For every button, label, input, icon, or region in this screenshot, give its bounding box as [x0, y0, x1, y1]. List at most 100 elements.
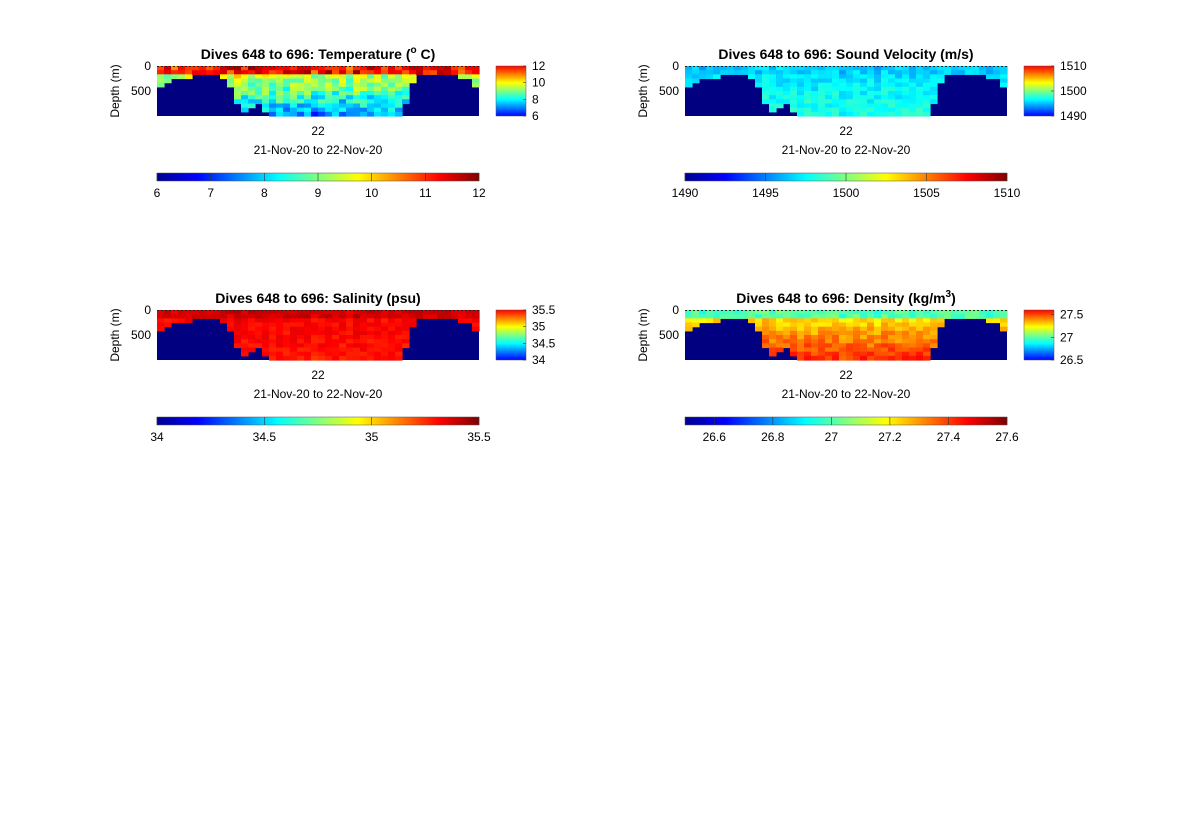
- heatmap-cell: [832, 314, 840, 319]
- heatmap-cell: [381, 107, 389, 113]
- heatmap-cell: [923, 74, 931, 80]
- heatmap-cell: [783, 310, 791, 315]
- heatmap-cell: [923, 103, 931, 109]
- heatmap-cell: [867, 91, 875, 96]
- heatmap-cell: [423, 66, 431, 71]
- heatmap-cell: [846, 335, 854, 340]
- heatmap-cell: [367, 355, 375, 361]
- heatmap-cell: [290, 66, 298, 71]
- heatmap-cell: [318, 314, 326, 319]
- heatmap-cell: [430, 70, 438, 75]
- heatmap-cell: [951, 66, 959, 71]
- heatmap-cell: [402, 74, 410, 80]
- heatmap-cell: [276, 318, 284, 324]
- heatmap-cell: [846, 347, 854, 353]
- heatmap-cell: [304, 103, 312, 109]
- heatmap-cell: [867, 343, 875, 349]
- heatmap-cell: [157, 310, 165, 315]
- heatmap-cell: [311, 99, 319, 105]
- heatmap-cell: [895, 70, 903, 75]
- heatmap-cell: [374, 103, 382, 109]
- heatmap-cell: [867, 355, 875, 361]
- heatmap-cell: [388, 91, 396, 96]
- heatmap-cell: [832, 99, 840, 105]
- heatmap-cell: [402, 335, 410, 340]
- heatmap-cell: [346, 107, 354, 113]
- heatmap-cell: [797, 310, 805, 315]
- heatmap-cell: [402, 91, 410, 96]
- heatmap-cell: [769, 103, 777, 109]
- heatmap-cell: [769, 330, 777, 336]
- heatmap-cell: [395, 78, 403, 84]
- heatmap-cell: [318, 335, 326, 340]
- heatmap-cell: [465, 314, 473, 319]
- side-colorbar: [495, 65, 527, 117]
- heatmap-cell: [818, 111, 826, 117]
- heatmap-cell: [797, 339, 805, 344]
- heatmap-cell: [227, 322, 235, 328]
- heatmap-cell: [902, 343, 910, 349]
- heatmap-cell: [818, 339, 826, 344]
- side-colorbar-label: 1500: [1060, 84, 1087, 98]
- heatmap-cell: [790, 78, 798, 84]
- heatmap-cell: [304, 355, 312, 361]
- heatmap-cell: [860, 318, 868, 324]
- heatmap-cell: [776, 91, 784, 96]
- heatmap-cell: [220, 310, 228, 315]
- heatmap-cell: [381, 103, 389, 109]
- y-tick-label: 500: [131, 84, 151, 98]
- heatmap-cell: [902, 318, 910, 324]
- heatmap-cell: [811, 111, 819, 117]
- heatmap-cell: [846, 70, 854, 75]
- heatmap-cell: [951, 70, 959, 75]
- heatmap-cell: [234, 335, 242, 340]
- heatmap-cell: [171, 74, 179, 80]
- heatmap-cell: [283, 339, 291, 344]
- heatmap-cell: [832, 70, 840, 75]
- heatmap-cell: [241, 86, 249, 92]
- heatmap-cell: [381, 339, 389, 344]
- heatmap-cell: [797, 111, 805, 117]
- heatmap-cell: [339, 103, 347, 109]
- heatmap-cell: [255, 322, 263, 328]
- heatmap-cell: [804, 78, 812, 84]
- heatmap-cell: [297, 326, 305, 332]
- heatmap-cell: [290, 330, 298, 336]
- heatmap-cell: [923, 86, 931, 92]
- heatmap-cell: [374, 335, 382, 340]
- heatmap-cell: [804, 351, 812, 357]
- heatmap-cell: [269, 318, 277, 324]
- heatmap-cell: [269, 330, 277, 336]
- heatmap-cell: [706, 66, 714, 71]
- heatmap-cell: [255, 330, 263, 336]
- bottom-colorbar-label: 26.6: [703, 430, 727, 444]
- heatmap-cell: [304, 347, 312, 353]
- heatmap-cell: [811, 326, 819, 332]
- heatmap-cell: [290, 314, 298, 319]
- heatmap-cell: [881, 95, 889, 100]
- heatmap-cell: [241, 326, 249, 332]
- heatmap-cell: [248, 314, 256, 319]
- heatmap-cell: [255, 78, 263, 84]
- heatmap-cell: [839, 99, 847, 105]
- heatmap-cell: [916, 78, 924, 84]
- heatmap-cell: [685, 74, 693, 80]
- heatmap-cell: [874, 103, 882, 109]
- heatmap-cell: [797, 70, 805, 75]
- heatmap-cell: [741, 310, 749, 315]
- heatmap-cell: [276, 95, 284, 100]
- heatmap-cell: [367, 343, 375, 349]
- heatmap-cell: [297, 66, 305, 71]
- heatmap-cell: [388, 326, 396, 332]
- heatmap-cell: [206, 66, 214, 71]
- heatmap-cell: [346, 91, 354, 96]
- heatmap-cell: [755, 82, 763, 88]
- heatmap-cell: [451, 70, 459, 75]
- heatmap-cell: [930, 74, 938, 80]
- heatmap-cell: [339, 351, 347, 357]
- heatmap-cell: [692, 78, 700, 84]
- heatmap-cell: [692, 314, 700, 319]
- heatmap-cell: [895, 82, 903, 88]
- heatmap-cell: [388, 343, 396, 349]
- heatmap-cell: [839, 103, 847, 109]
